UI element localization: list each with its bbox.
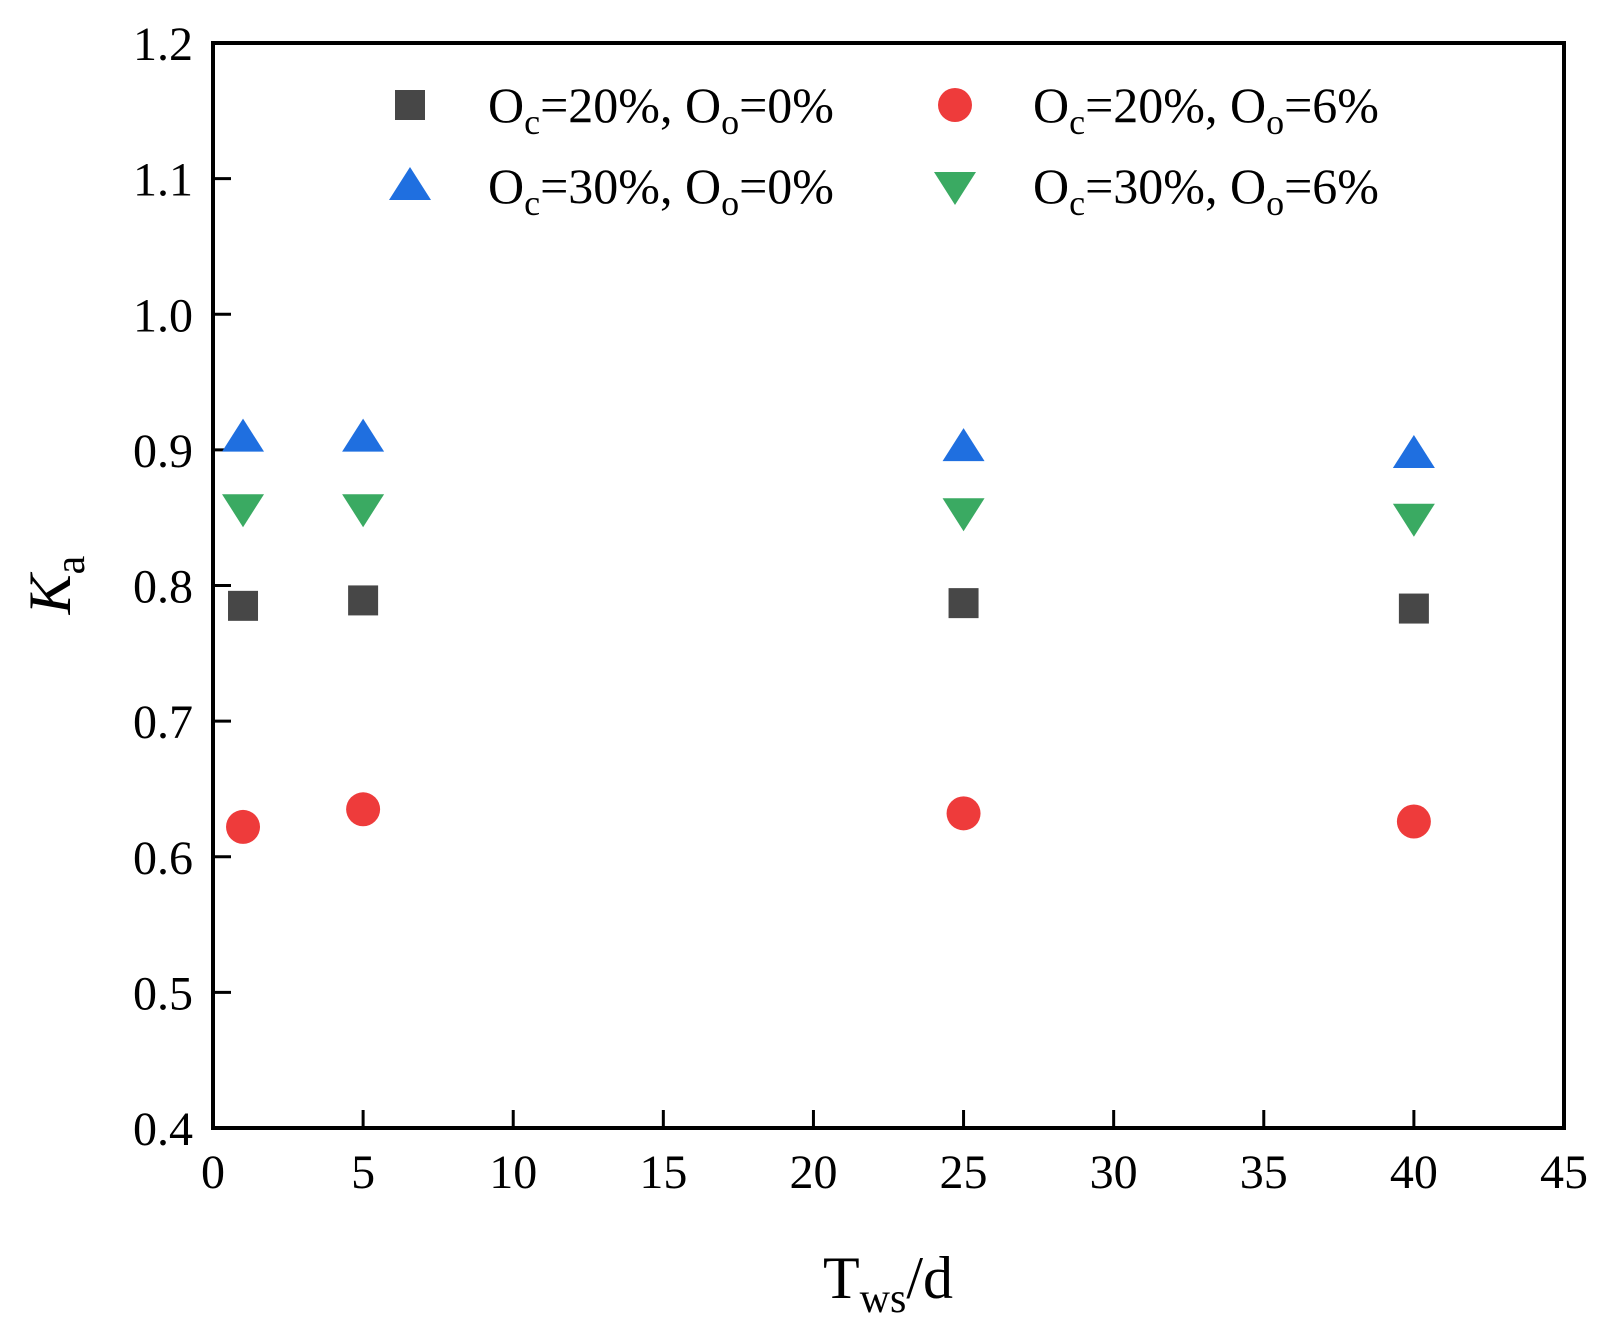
legend-marker-square xyxy=(395,90,425,120)
legend-label: Oc=20%, Oo=6% xyxy=(1033,77,1379,142)
x-tick-label: 15 xyxy=(639,1146,687,1199)
legend: Oc=20%, Oo=0% Oc=20%, Oo=6%Oc=30%, Oo=0% O… xyxy=(389,77,1379,223)
y-tick-label: 1.2 xyxy=(133,18,193,71)
y-tick-label: 0.9 xyxy=(133,425,193,478)
y-tick-label: 1.1 xyxy=(133,154,193,207)
legend-marker-circle xyxy=(938,88,972,122)
y-tick-label: 0.8 xyxy=(133,561,193,614)
data-point-triangle-down xyxy=(1392,503,1435,537)
data-point-circle xyxy=(946,796,981,831)
x-axis-label-main: T xyxy=(823,1245,860,1311)
legend-label: Oc=30%, Oo=6% xyxy=(1033,158,1379,223)
legend-label-part: O xyxy=(488,158,524,214)
y-tick-label: 0.7 xyxy=(133,696,193,749)
y-axis-label-sub: a xyxy=(48,555,94,574)
y-axis-label: Ka xyxy=(17,555,94,615)
x-axis-label: Tws/d xyxy=(823,1245,953,1322)
legend-label-part: =30%, O xyxy=(1085,158,1266,214)
data-point-circle xyxy=(226,809,261,844)
x-axis-label-suffix: /d xyxy=(906,1245,953,1311)
legend-label-part: c xyxy=(524,102,540,142)
legend-label-part: o xyxy=(721,102,739,142)
data-point-triangle-up xyxy=(342,418,385,452)
legend-label-part: =30%, O xyxy=(540,158,721,214)
x-tick-label: 45 xyxy=(1540,1146,1588,1199)
legend-label-part: c xyxy=(524,183,540,223)
y-tick-label: 1.0 xyxy=(133,289,193,342)
legend-label-part: =0% xyxy=(739,77,834,133)
data-point-square xyxy=(348,585,379,616)
x-tick-label: 0 xyxy=(201,1146,225,1199)
legend-label-part: o xyxy=(721,183,739,223)
y-axis: 0.4 0.5 0.6 0.7 0.8 0.9 1.0 1.1 1.2 xyxy=(133,18,231,1156)
legend-marker-triangle-down xyxy=(934,172,976,205)
legend-label-part: =6% xyxy=(1284,158,1379,214)
legend-label-part: =0% xyxy=(739,158,834,214)
legend-label-part: =20%, O xyxy=(540,77,721,133)
data-point-triangle-up xyxy=(222,418,265,452)
legend-label-part: c xyxy=(1069,183,1085,223)
legend-label: Oc=20%, Oo=0% xyxy=(488,77,834,142)
legend-label-part: c xyxy=(1069,102,1085,142)
legend-label: Oc=30%, Oo=0% xyxy=(488,158,834,223)
x-tick-label: 30 xyxy=(1090,1146,1138,1199)
x-tick-label: 5 xyxy=(351,1146,375,1199)
data-point-triangle-down xyxy=(222,494,265,528)
y-axis-label-main: K xyxy=(17,571,83,615)
x-tick-label: 25 xyxy=(940,1146,988,1199)
data-points xyxy=(222,418,1435,844)
legend-label-part: =20%, O xyxy=(1085,77,1266,133)
legend-label-part: O xyxy=(1033,158,1069,214)
legend-label-part: o xyxy=(1266,183,1284,223)
x-tick-label: 20 xyxy=(789,1146,837,1199)
data-point-circle xyxy=(1396,804,1431,839)
legend-label-part: =6% xyxy=(1284,77,1379,133)
legend-label-part: o xyxy=(1266,102,1284,142)
data-point-triangle-down xyxy=(342,494,385,528)
legend-label-part: O xyxy=(488,77,524,133)
data-point-circle xyxy=(346,792,381,827)
data-point-triangle-up xyxy=(1392,434,1435,468)
data-point-square xyxy=(1398,593,1429,624)
data-point-triangle-down xyxy=(942,498,985,532)
legend-label-part: O xyxy=(1033,77,1069,133)
x-tick-label: 10 xyxy=(489,1146,537,1199)
y-tick-label: 0.4 xyxy=(133,1103,193,1156)
legend-marker-triangle-up xyxy=(389,167,431,200)
x-axis-label-sub: ws xyxy=(860,1276,907,1322)
data-point-triangle-up xyxy=(942,428,985,462)
x-tick-label: 35 xyxy=(1240,1146,1288,1199)
data-point-square xyxy=(948,588,979,619)
y-tick-label: 0.6 xyxy=(133,832,193,885)
y-tick-label: 0.5 xyxy=(133,967,193,1020)
x-tick-label: 40 xyxy=(1390,1146,1438,1199)
data-point-square xyxy=(228,590,259,621)
x-axis: 0 5 10 15 20 25 30 35 40 45 xyxy=(201,1110,1588,1199)
